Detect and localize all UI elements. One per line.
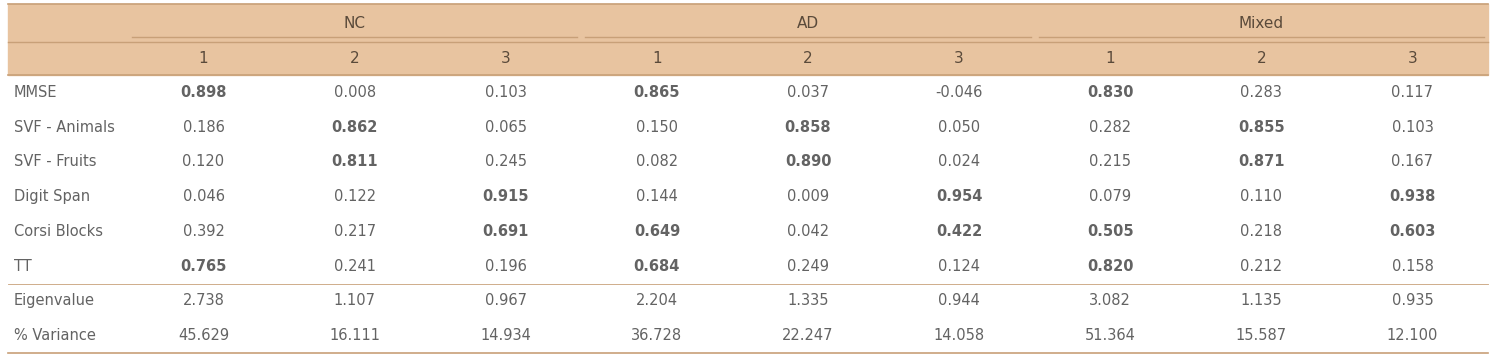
Text: 0.603: 0.603 [1390,224,1436,239]
Text: 0.217: 0.217 [334,224,375,239]
Text: 0.212: 0.212 [1240,258,1282,273]
Text: 36.728: 36.728 [631,328,682,343]
Text: 0.954: 0.954 [936,189,983,204]
Text: 1: 1 [652,51,661,66]
Text: 1.335: 1.335 [787,293,829,308]
Text: 0.505: 0.505 [1088,224,1134,239]
Text: 0.820: 0.820 [1088,258,1134,273]
Text: 0.865: 0.865 [634,85,681,100]
Text: 0.120: 0.120 [183,154,224,169]
Text: 0.691: 0.691 [483,224,530,239]
Text: 0.144: 0.144 [636,189,678,204]
Text: 15.587: 15.587 [1236,328,1287,343]
Text: TT: TT [13,258,31,273]
Text: 2: 2 [803,51,812,66]
Text: 0.241: 0.241 [334,258,375,273]
Text: 0.186: 0.186 [183,120,224,135]
Text: 51.364: 51.364 [1085,328,1135,343]
Text: 0.811: 0.811 [331,154,378,169]
Text: 0.158: 0.158 [1391,258,1433,273]
Text: SVF - Fruits: SVF - Fruits [13,154,97,169]
Text: 0.167: 0.167 [1391,154,1433,169]
Text: 0.282: 0.282 [1089,120,1131,135]
Text: -0.046: -0.046 [935,85,983,100]
Text: 2.738: 2.738 [183,293,224,308]
Text: 0.862: 0.862 [332,120,378,135]
Text: 0.037: 0.037 [787,85,829,100]
Text: 0.649: 0.649 [634,224,681,239]
Text: Digit Span: Digit Span [13,189,90,204]
Text: 0.117: 0.117 [1391,85,1433,100]
Text: 0.110: 0.110 [1240,189,1282,204]
Text: 14.058: 14.058 [934,328,984,343]
Text: 2: 2 [350,51,359,66]
Bar [7,42,1489,75]
Text: 0.392: 0.392 [183,224,224,239]
Text: 0.890: 0.890 [785,154,832,169]
Text: 0.249: 0.249 [787,258,829,273]
Text: 1.135: 1.135 [1240,293,1282,308]
Text: 0.009: 0.009 [787,189,829,204]
Text: 0.046: 0.046 [183,189,224,204]
Text: 0.079: 0.079 [1089,189,1131,204]
Text: 0.024: 0.024 [938,154,980,169]
Text: 3: 3 [954,51,963,66]
Text: 0.858: 0.858 [785,120,832,135]
Text: 0.915: 0.915 [483,189,530,204]
Text: 0.944: 0.944 [938,293,980,308]
Text: 12.100: 12.100 [1387,328,1438,343]
Text: 1.107: 1.107 [334,293,375,308]
Text: 0.065: 0.065 [485,120,527,135]
Text: 0.124: 0.124 [938,258,980,273]
Text: MMSE: MMSE [13,85,57,100]
Text: 0.103: 0.103 [1391,120,1433,135]
Text: 0.967: 0.967 [485,293,527,308]
Text: 14.934: 14.934 [480,328,531,343]
Text: 0.218: 0.218 [1240,224,1282,239]
Text: 0.898: 0.898 [181,85,227,100]
Text: 0.935: 0.935 [1391,293,1433,308]
Text: 0.008: 0.008 [334,85,375,100]
Text: 1: 1 [1106,51,1115,66]
Text: 2: 2 [1257,51,1266,66]
Text: 16.111: 16.111 [329,328,380,343]
Text: 0.050: 0.050 [938,120,980,135]
Text: 0.215: 0.215 [1089,154,1131,169]
Text: 0.871: 0.871 [1239,154,1285,169]
Text: Eigenvalue: Eigenvalue [13,293,96,308]
Text: 3: 3 [1408,51,1417,66]
Text: NC: NC [344,15,365,30]
Text: 0.765: 0.765 [181,258,227,273]
Text: Mixed: Mixed [1239,15,1284,30]
Text: 2.204: 2.204 [636,293,678,308]
Text: 0.938: 0.938 [1390,189,1436,204]
Text: 0.283: 0.283 [1240,85,1282,100]
Text: 0.830: 0.830 [1088,85,1134,100]
Text: Corsi Blocks: Corsi Blocks [13,224,103,239]
Text: 0.855: 0.855 [1239,120,1285,135]
Text: 0.082: 0.082 [636,154,678,169]
Text: 0.103: 0.103 [485,85,527,100]
Text: 0.150: 0.150 [636,120,678,135]
Text: % Variance: % Variance [13,328,96,343]
Text: 0.122: 0.122 [334,189,375,204]
Text: 0.042: 0.042 [787,224,829,239]
Text: 45.629: 45.629 [178,328,229,343]
Text: AD: AD [797,15,820,30]
Text: 0.684: 0.684 [634,258,681,273]
Text: 3.082: 3.082 [1089,293,1131,308]
Text: 1: 1 [199,51,208,66]
Text: 3: 3 [501,51,510,66]
Text: 22.247: 22.247 [782,328,833,343]
Text: 0.245: 0.245 [485,154,527,169]
Text: 0.422: 0.422 [936,224,983,239]
Text: 0.196: 0.196 [485,258,527,273]
Text: SVF - Animals: SVF - Animals [13,120,115,135]
